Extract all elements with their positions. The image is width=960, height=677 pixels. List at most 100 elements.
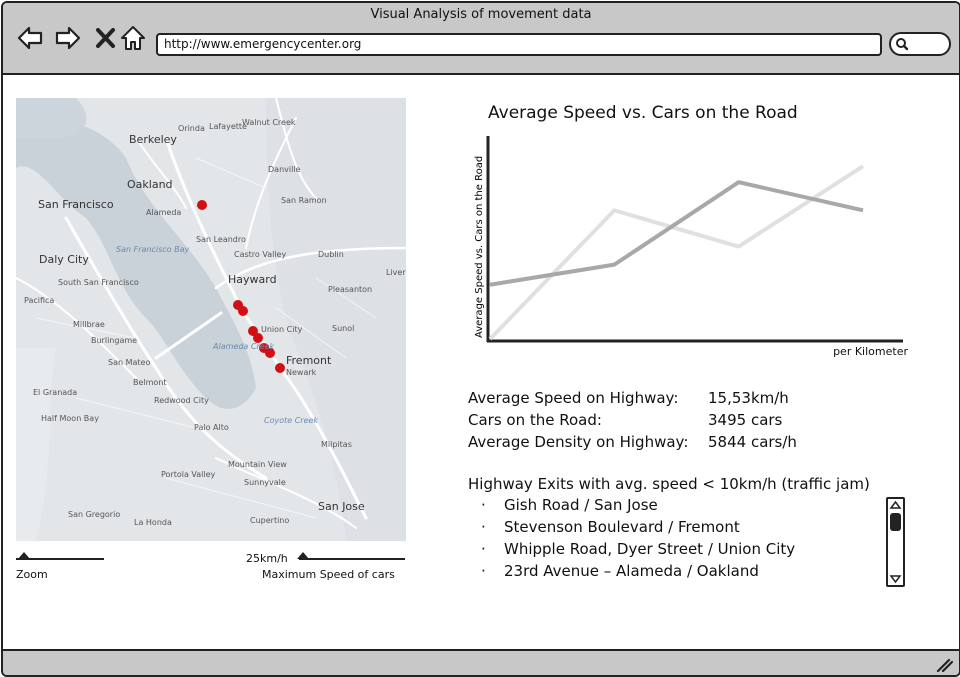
- map-label: Daly City: [39, 253, 89, 266]
- list-item[interactable]: · Gish Road / San Jose: [481, 494, 881, 516]
- search-icon: [896, 38, 909, 51]
- map-label: Mountain View: [228, 460, 287, 469]
- stat-value: 5844 cars/h: [708, 433, 797, 451]
- list-item[interactable]: · Whipple Road, Dyer Street / Union City: [481, 538, 881, 560]
- map-label: Pleasanton: [328, 285, 373, 294]
- map-label: Danville: [268, 165, 301, 174]
- stat-label: Cars on the Road:: [468, 411, 602, 429]
- list-item-label: 23rd Avenue – Alameda / Oakland: [504, 562, 759, 580]
- stat-label: Average Density on Highway:: [468, 433, 689, 451]
- map-label: Millbrae: [73, 320, 105, 329]
- map-label: Coyote Creek: [264, 416, 319, 425]
- map-label: Palo Alto: [194, 423, 229, 432]
- map-label: Walnut Creek: [242, 118, 296, 127]
- map-label: San Jose: [318, 500, 365, 513]
- stat-row: Average Speed on Highway: 15,53km/h: [468, 387, 797, 409]
- back-arrow-icon[interactable]: [17, 25, 43, 51]
- list-item-label: Whipple Road, Dyer Street / Union City: [504, 540, 796, 558]
- incident-marker[interactable]: [248, 326, 258, 336]
- forward-arrow-icon[interactable]: [55, 25, 81, 51]
- series-line-1: [488, 164, 865, 341]
- zoom-label: Zoom: [16, 568, 48, 581]
- list-item-label: Stevenson Boulevard / Fremont: [504, 518, 740, 536]
- chart-ylabel: Average Speed vs. Cars on the Road: [474, 156, 485, 338]
- map-label: Lafayette: [209, 122, 247, 131]
- stat-label: Average Speed on Highway:: [468, 389, 679, 407]
- map-label: Union City: [261, 325, 303, 334]
- map-label: Redwood City: [154, 396, 209, 405]
- jam-list[interactable]: · Gish Road / San Jose · Stevenson Bouleva…: [481, 494, 881, 582]
- map-label: San Gregorio: [68, 510, 121, 519]
- speed-label: Maximum Speed of cars: [262, 568, 395, 581]
- speed-chart: Average Speed vs. Cars on the Road Avera…: [463, 98, 908, 368]
- speed-slider-track[interactable]: [299, 558, 405, 560]
- map-label: Fremont: [286, 354, 332, 367]
- incident-marker[interactable]: [238, 306, 248, 316]
- window-title: Visual Analysis of movement data: [370, 7, 592, 22]
- map-label: South San Francisco: [58, 278, 139, 287]
- map-label: El Granada: [33, 388, 78, 397]
- map-label: Belmont: [133, 378, 167, 387]
- map-label: San Mateo: [108, 358, 151, 367]
- map-label: Alameda Creek: [213, 342, 275, 351]
- map-label: San Ramon: [281, 196, 327, 205]
- zoom-slider-knob[interactable]: [18, 552, 30, 559]
- bullet: ·: [481, 518, 486, 536]
- resize-grip-icon[interactable]: [935, 658, 953, 672]
- scroll-up-icon[interactable]: [888, 500, 903, 510]
- incident-marker[interactable]: [197, 200, 207, 210]
- list-item[interactable]: · 23rd Avenue – Alameda / Oakland: [481, 560, 881, 582]
- map-base: [16, 98, 406, 541]
- home-icon[interactable]: [120, 25, 146, 51]
- map-label: Castro Valley: [234, 250, 287, 259]
- chart-xlabel: per Kilometer: [833, 345, 908, 358]
- status-bar: [3, 649, 959, 675]
- map-label: Oakland: [127, 178, 173, 191]
- map-label: Orinda: [178, 124, 205, 133]
- map-label: San Leandro: [196, 235, 246, 244]
- title-bar: Visual Analysis of movement data http://…: [3, 3, 959, 75]
- stat-value: 15,53km/h: [708, 389, 789, 407]
- map-label: San Francisco Bay: [116, 245, 190, 254]
- map-label: Dublin: [318, 250, 344, 259]
- speed-slider-knob[interactable]: [297, 552, 309, 559]
- map-label: Sunnyvale: [244, 478, 286, 487]
- list-item-label: Gish Road / San Jose: [504, 496, 658, 514]
- map-label: Portola Valley: [161, 470, 216, 479]
- bullet: ·: [481, 540, 486, 558]
- bullet: ·: [481, 562, 486, 580]
- map-view[interactable]: Berkeley Oakland Alameda San Francisco Daly …: [16, 98, 406, 541]
- chart-title: Average Speed vs. Cars on the Road: [488, 103, 798, 123]
- list-scrollbar[interactable]: [886, 497, 905, 587]
- close-icon[interactable]: [93, 25, 119, 51]
- chart-plot: Average Speed vs. Cars on the Road: [474, 136, 903, 343]
- map-label: Sunol: [332, 324, 355, 333]
- map-label: San Francisco: [38, 198, 114, 211]
- scroll-down-icon[interactable]: [888, 574, 903, 584]
- stat-value: 3495 cars: [708, 411, 783, 429]
- map-label: Cupertino: [250, 516, 290, 525]
- incident-marker[interactable]: [265, 348, 275, 358]
- scroll-thumb[interactable]: [890, 513, 901, 531]
- map-label: Berkeley: [129, 133, 177, 146]
- map-label: Hayward: [228, 273, 277, 286]
- map-label: La Honda: [134, 518, 172, 527]
- speed-value: 25km/h: [246, 552, 288, 565]
- list-item[interactable]: · Stevenson Boulevard / Fremont: [481, 516, 881, 538]
- map-label: Alameda: [146, 208, 182, 217]
- map-label: Newark: [286, 368, 317, 377]
- search-field[interactable]: [889, 32, 951, 56]
- map-label: Milpitas: [321, 440, 352, 449]
- series-line-2: [489, 180, 864, 287]
- map-label: Pacifica: [24, 296, 55, 305]
- stats-panel: Average Speed on Highway: 15,53km/h Cars …: [468, 387, 797, 453]
- bullet: ·: [481, 496, 486, 514]
- stat-row: Cars on the Road: 3495 cars: [468, 409, 797, 431]
- incident-marker[interactable]: [253, 333, 263, 343]
- url-field[interactable]: http://www.emergencycenter.org: [156, 33, 882, 56]
- jam-list-title: Highway Exits with avg. speed < 10km/h (…: [468, 475, 870, 493]
- incident-marker[interactable]: [275, 363, 285, 373]
- zoom-slider-track[interactable]: [16, 558, 104, 560]
- stat-row: Average Density on Highway: 5844 cars/h: [468, 431, 797, 453]
